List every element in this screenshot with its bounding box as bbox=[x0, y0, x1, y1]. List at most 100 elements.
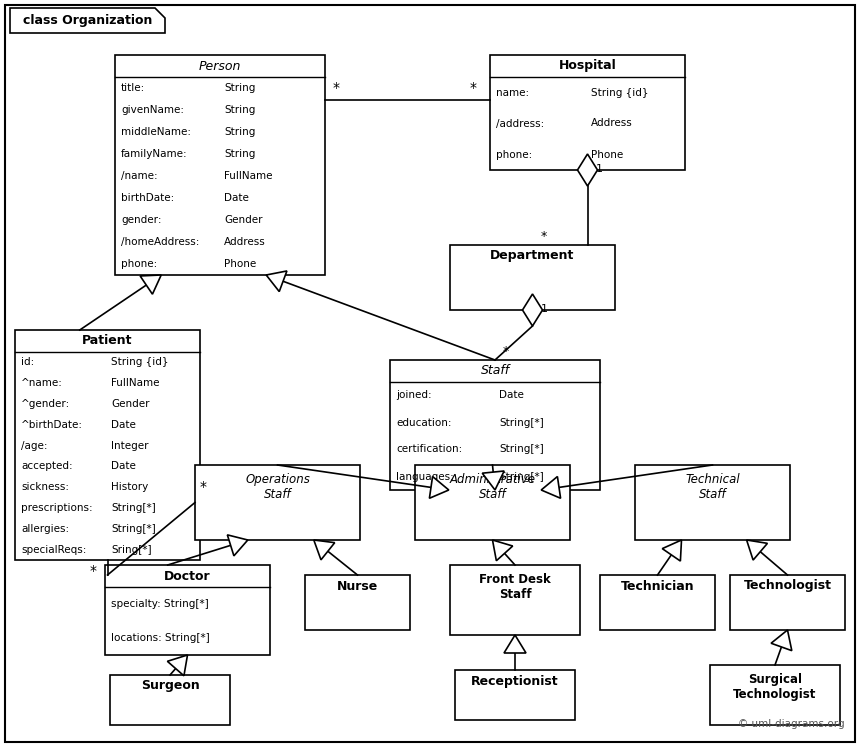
Text: Address: Address bbox=[592, 119, 633, 128]
Text: Technical
Staff: Technical Staff bbox=[685, 473, 740, 501]
Text: 1: 1 bbox=[595, 164, 603, 174]
Text: *: * bbox=[200, 480, 207, 494]
Text: *: * bbox=[470, 81, 477, 95]
Text: ^birthDate:: ^birthDate: bbox=[21, 420, 83, 430]
Polygon shape bbox=[746, 540, 767, 560]
Text: class Organization: class Organization bbox=[23, 14, 152, 27]
Text: certification:: certification: bbox=[396, 444, 463, 454]
Text: Gender: Gender bbox=[111, 399, 150, 409]
Text: *: * bbox=[540, 230, 547, 243]
Text: Administrative
Staff: Administrative Staff bbox=[450, 473, 536, 501]
Text: History: History bbox=[111, 483, 149, 492]
FancyBboxPatch shape bbox=[490, 55, 685, 170]
Text: Technologist: Technologist bbox=[744, 580, 832, 592]
Polygon shape bbox=[429, 477, 449, 498]
Text: /homeAddress:: /homeAddress: bbox=[121, 237, 200, 247]
FancyBboxPatch shape bbox=[635, 465, 790, 540]
Text: prescriptions:: prescriptions: bbox=[21, 503, 93, 513]
Text: phone:: phone: bbox=[496, 149, 532, 160]
Text: String[*]: String[*] bbox=[499, 471, 544, 482]
Text: sickness:: sickness: bbox=[21, 483, 69, 492]
Text: accepted:: accepted: bbox=[21, 462, 72, 471]
FancyBboxPatch shape bbox=[305, 575, 410, 630]
Text: *: * bbox=[89, 564, 96, 578]
Polygon shape bbox=[314, 540, 335, 560]
Text: Integer: Integer bbox=[111, 441, 149, 450]
Text: Operations
Staff: Operations Staff bbox=[245, 473, 310, 501]
Text: String {id}: String {id} bbox=[592, 87, 649, 98]
FancyBboxPatch shape bbox=[195, 465, 360, 540]
Text: /name:: /name: bbox=[121, 171, 157, 181]
FancyBboxPatch shape bbox=[110, 675, 230, 725]
Text: Gender: Gender bbox=[224, 215, 262, 225]
Text: Phone: Phone bbox=[224, 259, 256, 269]
Text: *: * bbox=[503, 345, 509, 358]
Text: Date: Date bbox=[499, 391, 524, 400]
Text: String: String bbox=[224, 105, 255, 115]
Text: phone:: phone: bbox=[121, 259, 157, 269]
Text: Patient: Patient bbox=[83, 335, 132, 347]
Polygon shape bbox=[523, 294, 543, 326]
Text: String: String bbox=[224, 127, 255, 137]
Text: Date: Date bbox=[111, 420, 136, 430]
Text: Sring[*]: Sring[*] bbox=[111, 545, 152, 554]
Text: id:: id: bbox=[21, 357, 34, 368]
Polygon shape bbox=[662, 540, 681, 561]
Polygon shape bbox=[10, 8, 165, 33]
Text: Hospital: Hospital bbox=[559, 60, 617, 72]
Text: String: String bbox=[224, 83, 255, 93]
Polygon shape bbox=[168, 655, 187, 676]
Text: Phone: Phone bbox=[592, 149, 624, 160]
Polygon shape bbox=[504, 635, 526, 653]
Text: Doctor: Doctor bbox=[164, 569, 211, 583]
Text: languages:: languages: bbox=[396, 471, 454, 482]
FancyBboxPatch shape bbox=[415, 465, 570, 540]
Polygon shape bbox=[140, 275, 161, 294]
FancyBboxPatch shape bbox=[730, 575, 845, 630]
Text: String[*]: String[*] bbox=[111, 503, 156, 513]
FancyBboxPatch shape bbox=[390, 360, 600, 490]
Text: String {id}: String {id} bbox=[111, 357, 169, 368]
Text: name:: name: bbox=[496, 87, 529, 98]
Text: Nurse: Nurse bbox=[337, 580, 378, 592]
FancyBboxPatch shape bbox=[15, 330, 200, 560]
Text: Person: Person bbox=[199, 60, 241, 72]
Text: allergies:: allergies: bbox=[21, 524, 69, 534]
Text: Address: Address bbox=[224, 237, 266, 247]
Text: birthDate:: birthDate: bbox=[121, 193, 175, 203]
Text: specialty: String[*]: specialty: String[*] bbox=[111, 599, 209, 609]
FancyBboxPatch shape bbox=[5, 5, 855, 742]
FancyBboxPatch shape bbox=[115, 55, 325, 275]
Text: familyName:: familyName: bbox=[121, 149, 187, 159]
Text: Staff: Staff bbox=[481, 365, 510, 377]
Text: ^gender:: ^gender: bbox=[21, 399, 71, 409]
Polygon shape bbox=[482, 471, 504, 490]
FancyBboxPatch shape bbox=[600, 575, 715, 630]
Text: ^name:: ^name: bbox=[21, 378, 63, 388]
Text: education:: education: bbox=[396, 418, 452, 427]
FancyBboxPatch shape bbox=[105, 565, 270, 655]
Polygon shape bbox=[541, 477, 561, 498]
FancyBboxPatch shape bbox=[455, 670, 575, 720]
Text: title:: title: bbox=[121, 83, 145, 93]
FancyBboxPatch shape bbox=[450, 245, 615, 310]
FancyBboxPatch shape bbox=[450, 565, 580, 635]
Polygon shape bbox=[267, 271, 287, 291]
Polygon shape bbox=[493, 540, 513, 561]
Text: /age:: /age: bbox=[21, 441, 47, 450]
Text: 1: 1 bbox=[540, 304, 548, 314]
Text: locations: String[*]: locations: String[*] bbox=[111, 633, 210, 643]
Text: String: String bbox=[224, 149, 255, 159]
Text: Surgical
Technologist: Surgical Technologist bbox=[734, 673, 817, 701]
Text: FullName: FullName bbox=[111, 378, 160, 388]
Text: Front Desk
Staff: Front Desk Staff bbox=[479, 573, 551, 601]
Text: specialReqs:: specialReqs: bbox=[21, 545, 86, 554]
Text: String[*]: String[*] bbox=[499, 418, 544, 427]
Text: givenName:: givenName: bbox=[121, 105, 184, 115]
Text: © uml-diagrams.org: © uml-diagrams.org bbox=[739, 719, 845, 729]
Text: String[*]: String[*] bbox=[499, 444, 544, 454]
Text: Department: Department bbox=[490, 249, 574, 262]
Text: FullName: FullName bbox=[224, 171, 273, 181]
Polygon shape bbox=[578, 154, 598, 186]
Text: middleName:: middleName: bbox=[121, 127, 191, 137]
